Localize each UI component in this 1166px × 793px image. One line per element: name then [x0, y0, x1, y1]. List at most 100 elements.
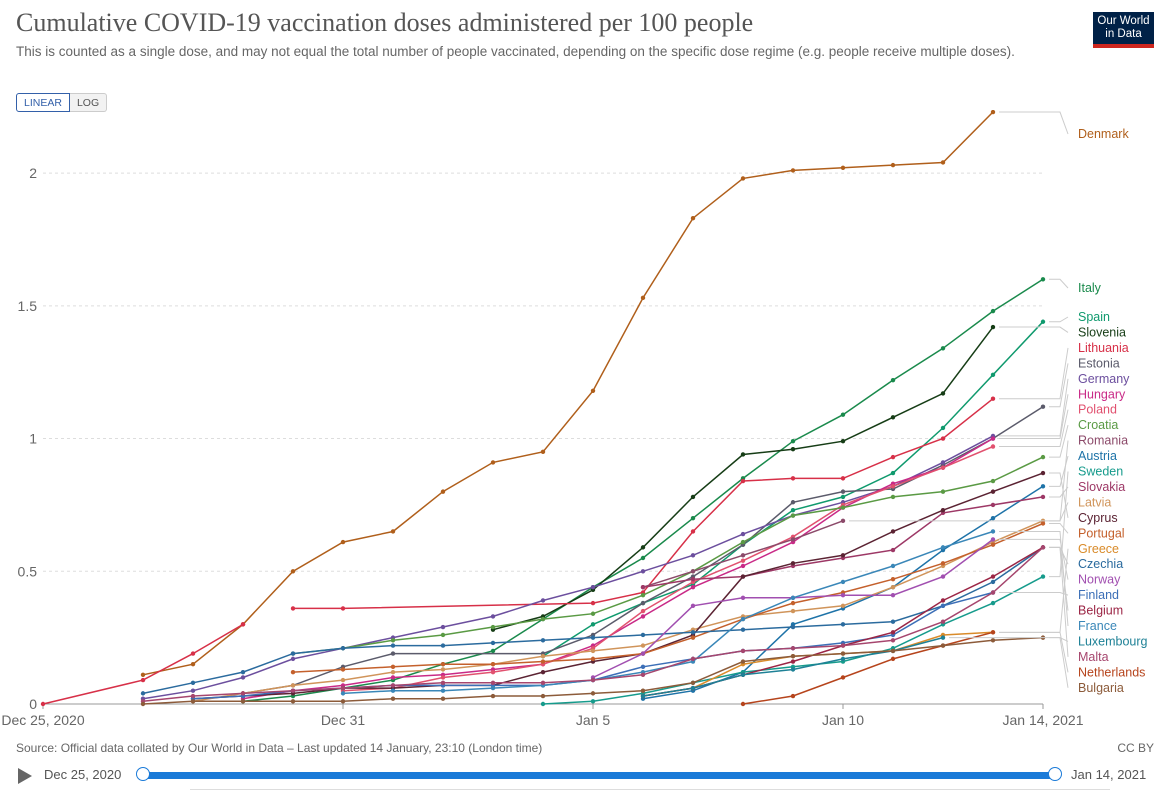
- data-point: [540, 598, 546, 603]
- data-point: [640, 632, 646, 638]
- owid-logo[interactable]: Our World in Data: [1093, 12, 1154, 48]
- data-point: [640, 569, 646, 574]
- legend-label: France: [1078, 619, 1117, 633]
- data-point: [940, 160, 946, 165]
- scale-toggle: LINEAR LOG: [16, 93, 108, 112]
- logo-line-1: Our World: [1097, 15, 1150, 27]
- data-point: [290, 699, 296, 704]
- data-point: [40, 701, 46, 707]
- legend-connector: [849, 440, 1069, 522]
- data-point: [840, 412, 846, 417]
- data-point: [990, 478, 996, 484]
- series-line: [242, 278, 1044, 703]
- data-point: [540, 680, 546, 685]
- legend-label: Estonia: [1078, 356, 1120, 370]
- log-scale-button[interactable]: LOG: [69, 93, 108, 112]
- y-tick-label: 1.5: [18, 298, 38, 314]
- data-point: [540, 616, 546, 622]
- data-point: [490, 640, 496, 646]
- data-point: [840, 592, 846, 598]
- data-point: [590, 585, 596, 590]
- data-point: [990, 638, 996, 643]
- data-point: [240, 675, 246, 680]
- data-point: [590, 677, 596, 683]
- data-point: [440, 680, 446, 685]
- data-point: [440, 667, 446, 672]
- legend-connector: [1049, 471, 1069, 578]
- license-link[interactable]: CC BY: [1117, 741, 1154, 755]
- data-point: [590, 622, 596, 627]
- legend-label: Greece: [1078, 542, 1119, 556]
- data-point: [540, 701, 546, 707]
- legend-connector: [1049, 425, 1069, 458]
- data-point: [1040, 319, 1046, 324]
- data-point: [540, 638, 546, 643]
- legend-connector: [1049, 502, 1069, 522]
- data-point: [890, 585, 896, 590]
- data-point: [390, 683, 396, 688]
- data-point: [790, 513, 796, 518]
- series-line: [742, 631, 994, 705]
- data-point: [640, 585, 646, 590]
- play-icon[interactable]: [18, 768, 32, 784]
- data-point: [790, 667, 796, 672]
- timeline-end-handle[interactable]: [1048, 767, 1062, 781]
- data-point: [790, 608, 796, 614]
- data-point: [490, 693, 496, 699]
- legend-connector: [1049, 486, 1069, 498]
- data-point: [990, 574, 996, 579]
- data-point: [790, 439, 796, 444]
- data-point: [1040, 545, 1046, 550]
- data-point: [740, 531, 746, 537]
- data-point: [890, 619, 896, 624]
- data-point: [490, 661, 496, 667]
- data-point: [790, 624, 796, 630]
- data-point: [640, 693, 646, 699]
- legend-label: Sweden: [1078, 465, 1123, 479]
- data-point: [840, 603, 846, 608]
- data-point: [590, 611, 596, 616]
- data-point: [990, 579, 996, 585]
- data-point: [690, 685, 696, 691]
- data-point: [690, 585, 696, 590]
- legend-label: Latvia: [1078, 495, 1111, 509]
- data-point: [790, 168, 796, 173]
- data-point: [640, 295, 646, 301]
- logo-line-2: in Data: [1105, 28, 1142, 40]
- legend-connector: [1049, 472, 1069, 518]
- timeline-start-handle[interactable]: [136, 767, 150, 781]
- data-point: [940, 561, 946, 566]
- series-line: [142, 435, 994, 700]
- data-point: [990, 324, 996, 330]
- data-point: [740, 478, 746, 484]
- data-point: [990, 600, 996, 606]
- legend-label: Cyprus: [1078, 511, 1118, 525]
- data-point: [690, 656, 696, 662]
- data-point: [840, 439, 846, 444]
- linear-scale-button[interactable]: LINEAR: [16, 93, 70, 112]
- timeline-track[interactable]: [143, 772, 1055, 779]
- legend-connector: [999, 631, 1069, 673]
- data-point: [1040, 574, 1046, 579]
- data-point: [1040, 470, 1046, 476]
- legend-connector: [999, 538, 1069, 580]
- data-point: [890, 577, 896, 582]
- data-point: [440, 675, 446, 680]
- data-point: [290, 669, 296, 675]
- legend-label: Norway: [1078, 573, 1121, 587]
- data-point: [740, 539, 746, 545]
- data-point: [940, 598, 946, 603]
- data-point: [690, 603, 696, 608]
- data-point: [590, 699, 596, 704]
- data-point: [740, 659, 746, 664]
- data-point: [140, 701, 146, 707]
- legend-label: Denmark: [1078, 127, 1129, 141]
- data-point: [990, 489, 996, 494]
- data-point: [190, 680, 196, 685]
- data-point: [490, 648, 496, 654]
- legend-label: Czechia: [1078, 557, 1123, 571]
- data-point: [940, 391, 946, 396]
- data-point: [640, 672, 646, 677]
- data-point: [990, 515, 996, 521]
- data-point: [140, 672, 146, 677]
